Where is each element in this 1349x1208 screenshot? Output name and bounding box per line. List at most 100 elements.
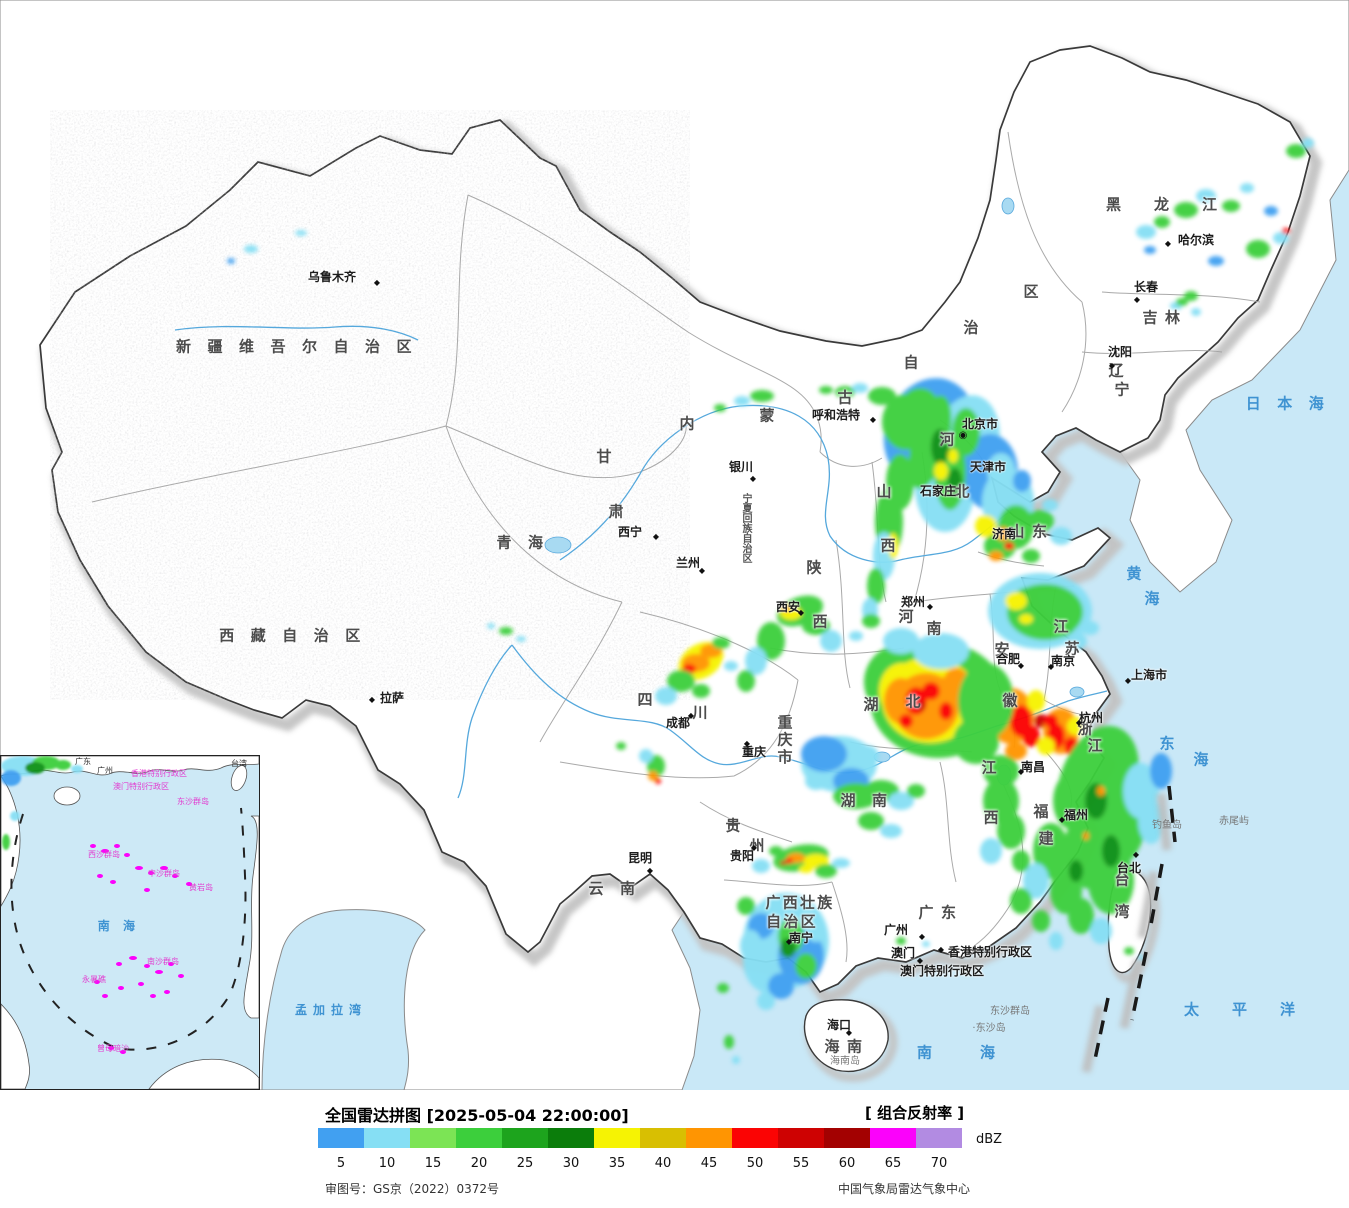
radar-echo: [160, 866, 168, 870]
radar-echo: [129, 956, 137, 960]
radar-echo: [101, 849, 109, 853]
radar-echo: [1033, 823, 1069, 879]
legend-cell: 15: [410, 1128, 456, 1171]
radar-echo: [1102, 835, 1120, 867]
radar-echo: [1264, 206, 1278, 216]
radar-echo: [757, 992, 775, 1010]
radar-echo: [118, 986, 124, 990]
radar-echo: [712, 637, 730, 649]
radar-echo: [116, 962, 122, 966]
radar-echo: [1026, 510, 1054, 532]
radar-echo: [1138, 955, 1144, 961]
bay-of-bengal: [261, 909, 426, 1090]
legend-value: 40: [654, 1156, 672, 1171]
radar-echo: [815, 864, 837, 878]
radar-echo: [1240, 183, 1254, 193]
legend-value: 20: [470, 1156, 488, 1171]
legend-swatch: [870, 1128, 916, 1148]
radar-echo: [144, 888, 150, 892]
radar-echo: [2, 834, 10, 850]
unit-label: dBZ: [976, 1132, 1003, 1147]
radar-echo: [899, 714, 913, 728]
radar-echo: [138, 982, 144, 986]
legend-value: 35: [608, 1156, 626, 1171]
radar-echo: [781, 604, 791, 612]
radar-echo: [780, 938, 796, 958]
radar-echo: [164, 990, 170, 994]
radar-echo: [931, 429, 949, 465]
south-china-sea-inset: 广东 广州 香港特别行政区 澳门特别行政区 台湾 东沙群岛 西沙群岛 中沙群岛 黄岩岛 南海 南沙群…: [0, 755, 260, 1090]
china-radar-map: 黑龙江 吉林辽宁内蒙古自治区新疆维吾尔自治区甘肃青海 西藏自治区四川云南贵州重庆市陕…: [0, 0, 1349, 1090]
radar-echo: [108, 1046, 114, 1050]
radar-echo: [852, 383, 868, 393]
radar-echo: [1022, 725, 1040, 747]
radar-echo: [10, 811, 20, 821]
radar-echo: [168, 962, 174, 966]
radar-echo: [922, 682, 940, 700]
radar-echo: [1050, 527, 1072, 545]
radar-echo: [97, 874, 103, 878]
radar-echo: [745, 647, 767, 675]
radar-echo: [1027, 690, 1045, 712]
radar-echo: [795, 953, 817, 979]
radar-echo: [922, 941, 930, 947]
radar-echo: [737, 897, 755, 915]
radar-echo: [178, 974, 184, 978]
radar-echo: [952, 408, 980, 456]
legend-cell: 5: [318, 1128, 364, 1171]
radar-echo: [835, 386, 855, 398]
radar-echo: [983, 778, 1019, 824]
radar-echo: [768, 973, 794, 999]
legend-cell: 20: [456, 1128, 502, 1171]
radar-echo: [655, 778, 661, 784]
radar-echo: [150, 994, 156, 998]
radar-echo: [757, 622, 785, 660]
legend-swatch: [318, 1128, 364, 1148]
radar-echo: [172, 874, 178, 878]
radar-echo: [1176, 298, 1188, 306]
inset-dash-line: [10, 807, 247, 1051]
legend-cell: 55: [778, 1128, 824, 1171]
approval-number: 审图号：GS京（2022）0372号: [325, 1182, 499, 1196]
radar-echo: [996, 527, 1010, 541]
radar-echo: [862, 614, 880, 628]
radar-echo: [1124, 947, 1134, 955]
radar-echo: [780, 861, 786, 865]
radar-echo: [1067, 717, 1085, 735]
legend-cell: 40: [640, 1128, 686, 1171]
radar-echo: [1013, 470, 1031, 492]
legend-swatch: [410, 1128, 456, 1148]
radar-echo: [1065, 632, 1087, 650]
legend-swatch: [548, 1128, 594, 1148]
radar-echo: [987, 453, 1015, 489]
radar-echo: [1068, 898, 1094, 934]
radar-echo: [740, 930, 762, 962]
radar-echo: [752, 859, 770, 873]
map-title: 全国雷达拼图 [2025-05-04 22:00:00]: [325, 1106, 629, 1125]
radar-echo: [888, 792, 914, 810]
radar-echo: [1138, 798, 1164, 844]
radar-echo: [724, 1035, 734, 1049]
radar-echo: [227, 258, 235, 264]
radar-echo: [801, 736, 847, 772]
radar-echo: [135, 866, 143, 870]
legend-value: 50: [746, 1156, 764, 1171]
radar-echoes-layer: [227, 138, 1314, 1064]
radar-echo: [655, 687, 677, 705]
radar-echo: [799, 865, 813, 873]
radar-echo: [516, 636, 526, 642]
legend-swatch: [502, 1128, 548, 1148]
radar-echo: [1005, 742, 1027, 760]
legend-cell: 35: [594, 1128, 640, 1171]
radar-echo: [734, 396, 750, 406]
radar-echo: [737, 670, 755, 692]
radar-echo: [1090, 918, 1112, 944]
radar-echo: [148, 871, 154, 875]
radar-echo: [1302, 138, 1314, 148]
radar-echo: [1042, 499, 1058, 511]
radar-echo: [939, 702, 953, 720]
radar-echo: [1088, 848, 1134, 914]
radar-echo: [71, 765, 83, 773]
radar-echo: [1286, 144, 1306, 158]
radar-echo: [295, 230, 307, 236]
